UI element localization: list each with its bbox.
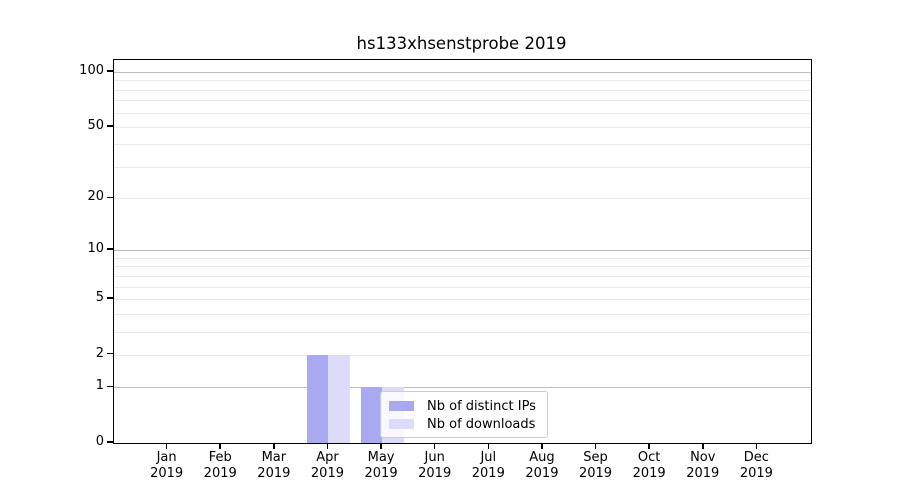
y-tick-mark-2 [107, 352, 113, 355]
gridline-10 [114, 250, 811, 252]
x-tick-mark-mar [273, 443, 275, 449]
bar-apr-distinct-ips [306, 354, 329, 443]
y-axis-tick-label-0: 0 [95, 434, 104, 449]
legend-label-downloads: Nb of downloads [427, 416, 536, 432]
y-axis-tick-label-100: 100 [79, 63, 104, 78]
x-tick-mark-oct [648, 443, 650, 449]
gridline-80 [114, 89, 811, 91]
gridline-2 [114, 354, 811, 356]
x-axis-tick-label-jun: Jun 2019 [418, 450, 452, 481]
x-axis-tick-label-oct: Oct 2019 [632, 450, 666, 481]
x-axis-tick-label-may: May 2019 [364, 450, 398, 481]
legend-swatch-distinct-ips [389, 401, 414, 411]
gridline-50 [114, 126, 811, 128]
x-tick-mark-jul [487, 443, 490, 449]
y-axis-tick-label-10: 10 [87, 241, 104, 257]
y-tick-mark-50 [107, 125, 113, 127]
bar-apr-downloads [328, 354, 350, 443]
x-tick-mark-apr [326, 443, 329, 449]
x-axis-tick-label-sep: Sep 2019 [578, 450, 613, 481]
plot-area [113, 59, 812, 444]
x-tick-mark-dec [755, 443, 758, 449]
gridline-8 [114, 266, 811, 268]
x-tick-mark-aug [541, 443, 543, 449]
y-tick-mark-0 [107, 441, 113, 443]
y-axis-tick-label-1: 1 [95, 378, 104, 394]
x-axis-tick-label-dec: Dec 2019 [739, 450, 773, 481]
gridline-60 [114, 112, 811, 114]
x-tick-mark-sep [594, 443, 597, 449]
gridline-20 [114, 198, 811, 200]
gridline-9 [114, 257, 811, 259]
x-axis-tick-label-nov: Nov 2019 [686, 450, 720, 481]
legend-item-downloads: Nb of downloads [389, 415, 539, 433]
y-tick-mark-5 [107, 297, 113, 299]
legend: Nb of distinct IPs Nb of downloads [380, 391, 548, 438]
legend-swatch-downloads [389, 419, 414, 429]
x-tick-mark-jun [433, 443, 436, 449]
y-tick-mark-100 [107, 70, 113, 72]
x-tick-mark-may [380, 443, 382, 449]
bar-may-distinct-ips [360, 387, 383, 443]
gridline-4 [114, 313, 811, 315]
x-axis-tick-label-apr: Apr 2019 [310, 450, 344, 481]
x-axis-tick-label-feb: Feb 2019 [203, 450, 237, 481]
gridline-3 [114, 331, 811, 333]
gridline-7 [114, 275, 811, 277]
y-axis-tick-label-50: 50 [87, 117, 104, 133]
gridline-30 [114, 166, 811, 168]
x-axis-tick-label-mar: Mar 2019 [257, 450, 291, 481]
x-tick-mark-jan [165, 443, 168, 449]
gridline-40 [114, 144, 811, 146]
x-axis-tick-label-jan: Jan 2019 [150, 450, 184, 481]
x-axis-tick-label-jul: Jul 2019 [471, 450, 505, 481]
y-axis-tick-label-2: 2 [95, 345, 104, 361]
y-tick-mark-10 [107, 248, 113, 250]
y-tick-mark-1 [107, 385, 113, 388]
gridline-90 [114, 80, 811, 82]
chart-title: hs133xhsenstprobe 2019 [356, 34, 567, 53]
y-axis-tick-label-5: 5 [95, 289, 104, 305]
x-axis-tick-label-aug: Aug 2019 [525, 450, 559, 481]
x-tick-mark-nov [702, 443, 704, 449]
gridline-70 [114, 100, 811, 102]
gridline-100 [114, 72, 811, 73]
gridline-1 [114, 387, 811, 389]
legend-label-distinct-ips: Nb of distinct IPs [427, 398, 536, 414]
legend-item-distinct-ips: Nb of distinct IPs [389, 397, 539, 415]
x-tick-mark-feb [219, 443, 221, 449]
y-axis-tick-label-20: 20 [87, 189, 104, 205]
gridline-5 [114, 298, 811, 300]
gridline-6 [114, 286, 811, 288]
y-tick-mark-20 [107, 196, 113, 198]
